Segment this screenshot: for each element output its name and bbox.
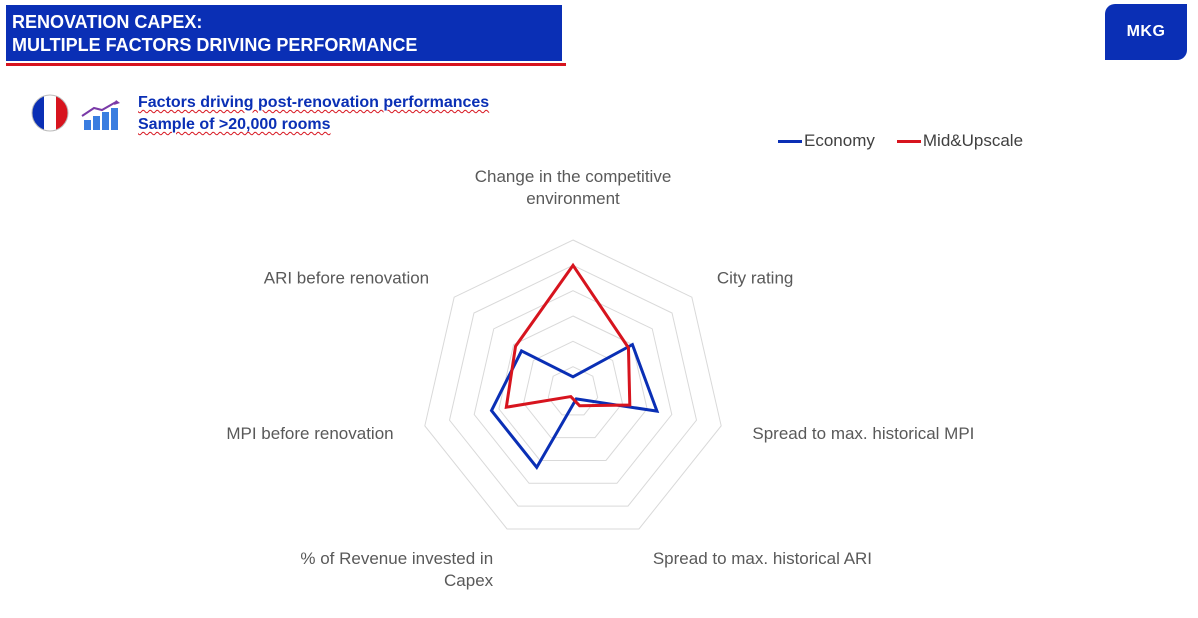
grid-ring-6 bbox=[424, 239, 722, 530]
axis-label-7: ARI before renovation bbox=[264, 268, 429, 287]
axis-label-2: City rating bbox=[717, 268, 794, 287]
axis-label-line: Spread to max. historical MPI bbox=[752, 424, 974, 443]
title-line-1: RENOVATION CAPEX: bbox=[12, 12, 203, 32]
axis-label-1: Change in the competitive environment bbox=[475, 167, 672, 208]
subtitle: Factors driving post-renovation performa… bbox=[138, 92, 489, 136]
axis-label-line: Capex bbox=[444, 571, 494, 590]
grid-ring-1 bbox=[547, 366, 599, 416]
axis-label-line: Change in the competitive bbox=[475, 167, 672, 186]
grid-ring-2 bbox=[523, 340, 623, 439]
title-underline bbox=[6, 63, 566, 66]
mkg-logo: MKG bbox=[1105, 4, 1187, 60]
series-line-economy bbox=[489, 342, 660, 470]
legend-label-midupscale: Mid&Upscale bbox=[922, 131, 1024, 150]
subtitle-line-2: Sample of >20,000 rooms bbox=[138, 116, 331, 133]
france-flag-icon bbox=[31, 94, 69, 132]
title-line-2: MULTIPLE FACTORS DRIVING PERFORMANCE bbox=[12, 35, 418, 55]
axis-label-line: City rating bbox=[717, 268, 794, 287]
axis-label-4: Spread to max. historical ARI bbox=[653, 549, 872, 568]
axis-label-5: % of Revenue invested in Capex bbox=[300, 549, 493, 590]
legend-swatch-economy bbox=[778, 139, 802, 143]
growth-bar-chart-icon bbox=[81, 100, 120, 130]
series-line-mid-upscale bbox=[504, 262, 632, 410]
grid-ring-5 bbox=[448, 264, 698, 507]
axis-label-line: ARI before renovation bbox=[264, 268, 429, 287]
axis-label-line: % of Revenue invested in bbox=[300, 549, 493, 568]
subtitle-line-1: Factors driving post-renovation performa… bbox=[138, 94, 490, 111]
legend-label-economy: Economy bbox=[804, 131, 875, 150]
axis-label-line: Spread to max. historical ARI bbox=[653, 549, 872, 568]
grid-ring-4 bbox=[473, 290, 673, 484]
legend-item-midupscale: Mid&Upscale bbox=[896, 131, 1024, 151]
axis-label-line: environment bbox=[526, 189, 620, 208]
axis-label-line: MPI before renovation bbox=[226, 424, 393, 443]
axis-label-6: MPI before renovation bbox=[226, 424, 393, 443]
chart-legend: Economy Mid&Upscale bbox=[778, 131, 1023, 151]
legend-swatch-midupscale bbox=[896, 139, 921, 143]
legend-item-economy: Economy bbox=[778, 131, 875, 151]
axis-label-3: Spread to max. historical MPI bbox=[752, 424, 974, 443]
title-banner: RENOVATION CAPEX: MULTIPLE FACTORS DRIVI… bbox=[6, 5, 562, 61]
